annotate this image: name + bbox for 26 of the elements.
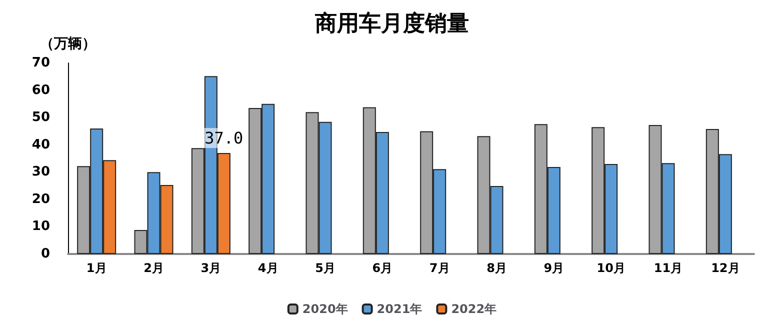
x-tick-label: 2月 [144,261,164,275]
chart-title: 商用车月度销量 [314,10,469,36]
y-axis-title: （万辆） [40,36,96,52]
y-tick-label: 20 [32,192,50,207]
x-tick-label: 9月 [544,261,564,275]
y-tick-label: 0 [40,246,50,262]
x-tick-label: 5月 [315,261,336,275]
y-tick-label: 10 [32,219,50,234]
y-tick-label: 40 [32,137,50,152]
x-tick-label: 3月 [200,261,222,275]
legend-label: 2020年 [302,302,348,316]
x-tick-label: 7月 [429,261,450,275]
x-tick-label: 6月 [372,261,393,275]
x-tick-label: 4月 [258,261,278,275]
x-tick-label: 10月 [596,261,626,275]
y-tick-label: 60 [32,82,50,98]
legend-label: 2022年 [451,302,497,316]
y-tick-label: 50 [32,110,50,126]
legend-label: 2021年 [376,302,422,316]
y-tick-label: 70 [32,56,50,70]
data-label: 37.0 [204,128,244,148]
x-tick-label: 12月 [711,261,740,275]
x-tick-label: 1月 [86,261,107,275]
x-tick-label: 8月 [486,261,507,275]
x-tick-label: 11月 [654,261,683,275]
y-tick-label: 30 [32,164,50,180]
